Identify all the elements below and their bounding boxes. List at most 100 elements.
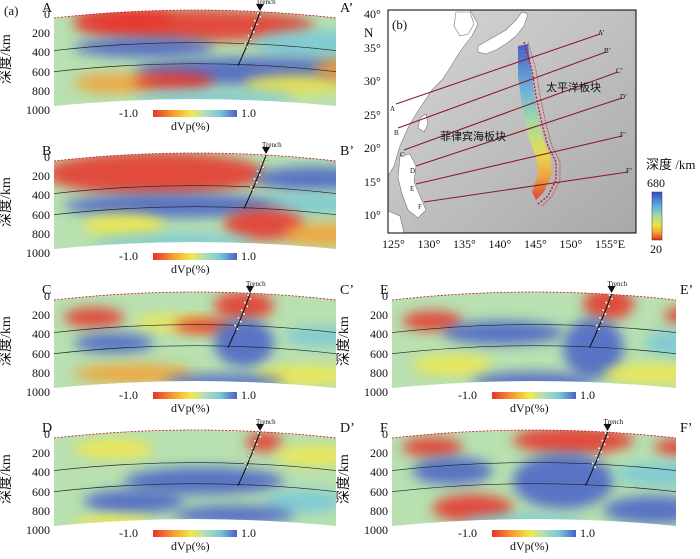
profile-end-label: D’: [620, 93, 628, 101]
section-end-label: F’: [680, 421, 693, 436]
map-lat-label: N: [364, 25, 374, 40]
section-end-label: C’: [340, 283, 354, 298]
profile-line-C: [403, 71, 619, 151]
depth-tick: 200: [32, 26, 50, 41]
section-f: F F’ Trench 深度/km 0 200 400 600 800 1000 -1.0 1.0 dV…: [337, 418, 694, 553]
section-end-label: D’: [340, 421, 355, 436]
lat-tick: 30°: [364, 74, 381, 88]
trench-line: [523, 41, 557, 205]
map-svg: [387, 9, 663, 241]
lon-tick: 145°: [524, 237, 547, 251]
depth-axis-label: 深度/km: [0, 34, 14, 84]
lat-tick: 40°: [364, 7, 381, 21]
section-c: C C’ Trench 深度/km 0 200 400 600 800 1000 -1.0 1.0 dV…: [0, 280, 354, 415]
colorbar-min: -1.0: [458, 526, 477, 540]
section-start-label: D: [42, 421, 53, 436]
trench-marker: [246, 286, 254, 293]
profile-start-label: E: [410, 185, 415, 193]
depth-tick: 600: [370, 484, 388, 499]
profile-start-label: F: [418, 203, 422, 211]
lat-tick: 10°: [364, 208, 381, 222]
depth-tick: 800: [32, 226, 50, 241]
trench-marker: [262, 147, 270, 154]
colorbar-label: dVp(%): [171, 401, 210, 415]
section-a: (a) A A’ Trench 深度/km 0 200 400 600 800 1000 -1.0 1.…: [0, 0, 354, 133]
colorbar-max: 1.0: [241, 388, 256, 402]
colorbar-max: 1.0: [241, 249, 256, 263]
colorbar-min: -1.0: [119, 106, 138, 120]
colorbar-label: dVp(%): [510, 539, 549, 553]
profile-start-label: B: [394, 129, 399, 137]
dvp-colorbar: [492, 530, 576, 537]
colorbar-max: 1.0: [580, 388, 595, 402]
tomography-image: [53, 147, 337, 260]
dvp-colorbar: [153, 110, 237, 117]
depth-tick: 800: [370, 503, 388, 518]
colorbar-label: dVp(%): [510, 401, 549, 415]
depth-tick: 400: [32, 188, 50, 203]
section-start-label: C: [42, 283, 52, 298]
depth-tick: 600: [370, 346, 388, 361]
lon-tick: 150°: [559, 237, 583, 251]
depth-tick: 400: [370, 465, 388, 480]
depth-tick: 600: [32, 64, 50, 79]
depth-legend-min: 20: [650, 242, 662, 256]
depth-axis-label: 深度/km: [0, 177, 14, 227]
lat-tick: 15°: [364, 174, 381, 189]
depth-tick: 0: [382, 427, 388, 441]
depth-tick: 0: [382, 289, 388, 303]
depth-legend-max: 680: [647, 176, 665, 190]
slab-contour-band: [518, 44, 552, 200]
trench-label: Trench: [256, 418, 276, 426]
colorbar-label: dVp(%): [171, 262, 210, 276]
profile-end-label: B’: [604, 47, 611, 55]
map-land-asia: [387, 9, 479, 178]
lat-tick: 20°: [364, 141, 381, 155]
dvp-colorbar: [153, 253, 237, 260]
tomography-image: [53, 4, 337, 117]
profile-line-F: [423, 171, 629, 203]
trench-label: Trench: [603, 418, 624, 426]
lon-tick: 130°: [417, 237, 441, 251]
philippine-plate-label: 菲律宾海板块: [440, 131, 506, 143]
colorbar-max: 1.0: [241, 106, 256, 120]
colorbar-min: -1.0: [458, 388, 477, 402]
colorbar-label: dVp(%): [171, 539, 210, 553]
dvp-colorbar: [492, 392, 576, 399]
depth-axis-label: 深度/km: [337, 454, 352, 504]
depth-tick: 200: [32, 446, 50, 461]
depth-axis-label: 深度/km: [0, 454, 14, 504]
depth-tick: 1000: [26, 385, 50, 399]
colorbar-min: -1.0: [119, 249, 138, 263]
depth-tick: 400: [32, 45, 50, 60]
colorbar-min: -1.0: [119, 388, 138, 402]
depth-tick: 200: [370, 308, 388, 323]
lon-tick: 135°: [453, 237, 476, 251]
depth-tick: 800: [370, 365, 388, 380]
profile-line-E: [415, 135, 623, 185]
depth-tick: 1000: [26, 246, 50, 260]
trench-marker: [256, 4, 264, 11]
map-land-japan: [477, 11, 529, 55]
lon-tick: 125°: [382, 237, 405, 251]
section-b: B B’ Trench 深度/km 0 200 400 600 800 1000 -1.0 1.0 dV…: [0, 141, 354, 276]
profile-end-label: A’: [598, 29, 605, 37]
section-d: D D’ Trench 深度/km 0 200 400 600 800 1000 -1.0 1.0 dV…: [0, 418, 355, 553]
lat-tick: 35°: [364, 40, 381, 55]
tomography-image: [391, 286, 677, 399]
tomography-image: [53, 424, 337, 537]
trench-label: Trench: [607, 280, 628, 288]
colorbar-max: 1.0: [580, 526, 595, 540]
depth-tick: 0: [44, 150, 50, 164]
depth-tick: 400: [32, 327, 50, 342]
dvp-colorbar: [153, 530, 237, 537]
depth-tick: 200: [370, 446, 388, 461]
section-start-label: F: [380, 421, 388, 436]
colorbar-max: 1.0: [241, 526, 256, 540]
depth-tick: 600: [32, 207, 50, 222]
depth-tick: 1000: [26, 103, 50, 117]
section-end-label: A’: [340, 1, 354, 16]
lon-tick: 140°: [488, 237, 512, 251]
section-end-label: E’: [680, 283, 694, 298]
trench-label: Trench: [262, 141, 282, 149]
